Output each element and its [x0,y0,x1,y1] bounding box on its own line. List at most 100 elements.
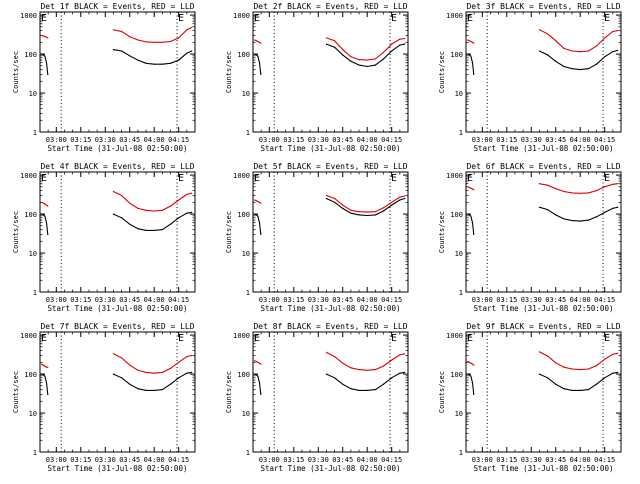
x-tick-label: 04:00 [570,456,591,464]
x-axis-label: Start Time (31-Jul-08 02:50:00) [261,464,401,473]
data-point-lld [47,366,49,368]
data-point-events [45,382,48,384]
data-point-lld [587,50,589,52]
data-point-lld [547,184,549,186]
data-point-events [350,60,352,62]
x-tick-label: 03:45 [119,296,140,304]
data-point-events [374,64,376,66]
axes-frame [465,11,622,133]
chart-title: Det 1f BLACK = Events, RED = LLD [40,2,194,11]
y-tick-label: 100 [24,211,37,219]
series-lld-segment-2 [326,37,405,61]
data-point-events [169,223,172,225]
data-point-events [153,63,155,65]
x-tick-label: 04:00 [570,136,591,144]
y-axis-label: Counts/sec [12,211,20,253]
y-tick-label: 1000 [20,332,37,340]
data-point-events [617,206,619,208]
data-point-events [255,374,257,376]
data-point-lld [350,209,352,211]
data-point-lld [257,200,259,203]
x-axis-label: Start Time (31-Jul-08 02:50:00) [48,304,188,313]
y-tick-label: 1 [459,129,463,137]
data-point-events [153,389,155,391]
x-tick-label: 03:45 [332,136,353,144]
data-point-events [112,373,114,375]
data-point-events [41,373,43,375]
data-point-events [342,383,344,385]
data-point-events [334,377,336,379]
data-point-lld [254,39,256,41]
data-point-events [258,382,261,384]
data-point-lld [169,367,172,369]
data-point-lld [257,361,259,363]
chart-title: Det 5f BLACK = Events, RED = LLD [253,162,407,171]
data-point-events [47,393,49,395]
axes-frame [252,331,409,453]
chart-title: Det 4f BLACK = Events, RED = LLD [40,162,194,171]
data-point-lld [169,205,172,207]
data-point-lld [44,365,46,367]
series-events-segment-1 [41,373,49,395]
chart-panel-3: Det 3f BLACK = Events, RED = LLD 1 10 100 10… [438,2,622,153]
data-point-lld [47,205,49,207]
data-point-events [571,220,573,222]
flag-label-right: E [604,13,610,24]
data-point-events [257,215,259,217]
data-point-events [178,217,180,219]
data-point-events [473,393,475,395]
y-axis-label: Counts/sec [225,211,233,253]
x-tick-label: 03:00 [259,456,280,464]
data-point-events [467,53,469,55]
data-point-lld [191,354,193,357]
x-axis-label: Start Time (31-Jul-08 02:50:00) [474,304,614,313]
x-tick-label: 04:15 [168,456,189,464]
chart-title: Det 6f BLACK = Events, RED = LLD [466,162,620,171]
y-tick-label: 10 [455,410,463,418]
y-tick-label: 1000 [446,12,463,20]
data-point-lld [612,183,614,185]
data-point-lld [366,369,368,371]
data-point-events [374,214,376,216]
data-point-lld [358,59,360,61]
series-events-segment-1 [467,373,475,395]
data-point-events [595,63,598,65]
data-point-lld [260,363,262,365]
data-point-events [604,211,606,213]
x-tick-label: 03:15 [496,296,517,304]
data-point-events [391,377,393,379]
data-point-events [374,389,376,391]
data-point-events [555,60,557,62]
flag-label-left: E [254,173,260,184]
data-point-events [470,375,472,377]
data-point-events [129,223,131,225]
data-point-events [404,197,406,200]
x-tick-label: 03:00 [46,456,67,464]
data-point-lld [255,360,257,363]
data-point-lld [404,195,406,197]
data-point-events [145,389,147,391]
data-point-lld [186,29,188,31]
x-tick-label: 03:30 [308,296,329,304]
data-point-lld [470,187,472,189]
data-point-lld [137,39,139,41]
x-tick-label: 04:15 [168,136,189,144]
data-point-lld [334,197,336,200]
data-point-events [555,383,557,385]
data-point-lld [473,189,475,191]
x-tick-label: 03:45 [545,296,566,304]
series-events-segment-1 [467,213,475,235]
data-point-events [587,68,589,70]
data-point-lld [112,353,114,355]
data-point-events [112,49,114,51]
data-point-events [334,46,336,48]
data-point-events [44,375,46,377]
data-point-events [186,52,188,54]
x-tick-label: 03:30 [95,296,116,304]
x-tick-label: 03:00 [46,296,67,304]
data-point-events [153,229,155,231]
series-events-segment-2 [326,43,405,68]
data-point-events [42,214,44,216]
data-point-lld [342,362,344,364]
x-tick-label: 03:30 [521,136,542,144]
